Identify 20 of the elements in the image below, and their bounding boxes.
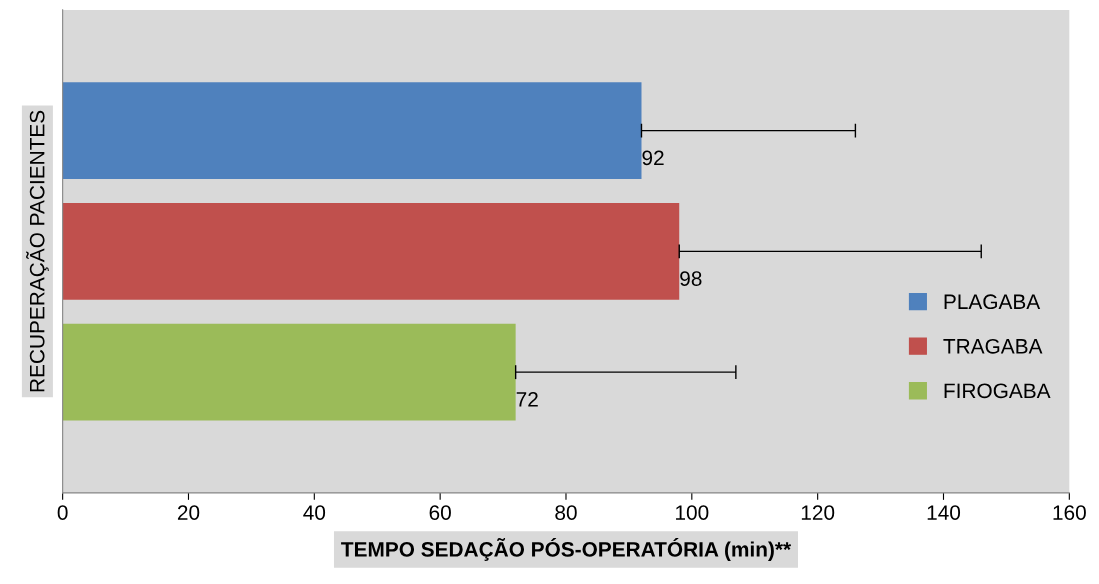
data-label: 92 [642, 150, 664, 166]
data-label: 72 [516, 391, 538, 407]
x-tick-label: 140 [927, 505, 961, 520]
x-tick-label: 120 [801, 505, 835, 520]
x-axis-title: TEMPO SEDAÇÃO PÓS-OPERATÓRIA (min)** [341, 538, 792, 561]
legend-label: PLAGABA [944, 294, 1041, 310]
x-tick-label: 80 [555, 505, 577, 520]
y-axis-title: RECUPERAÇÃO PACIENTES [26, 110, 49, 392]
bar [62, 323, 516, 421]
bar [62, 82, 642, 179]
x-tick-label: 0 [57, 505, 68, 520]
x-tick-label: 20 [177, 505, 200, 520]
x-tick-label: 160 [1053, 505, 1086, 520]
legend-label: TRAGABA [943, 338, 1043, 354]
bar [62, 203, 680, 300]
legend-label: FIROGABA [944, 383, 1051, 399]
x-tick-label: 100 [676, 505, 709, 520]
x-tick-label: 60 [429, 505, 451, 520]
data-label: 98 [680, 271, 702, 286]
x-tick-label: 40 [303, 505, 326, 520]
